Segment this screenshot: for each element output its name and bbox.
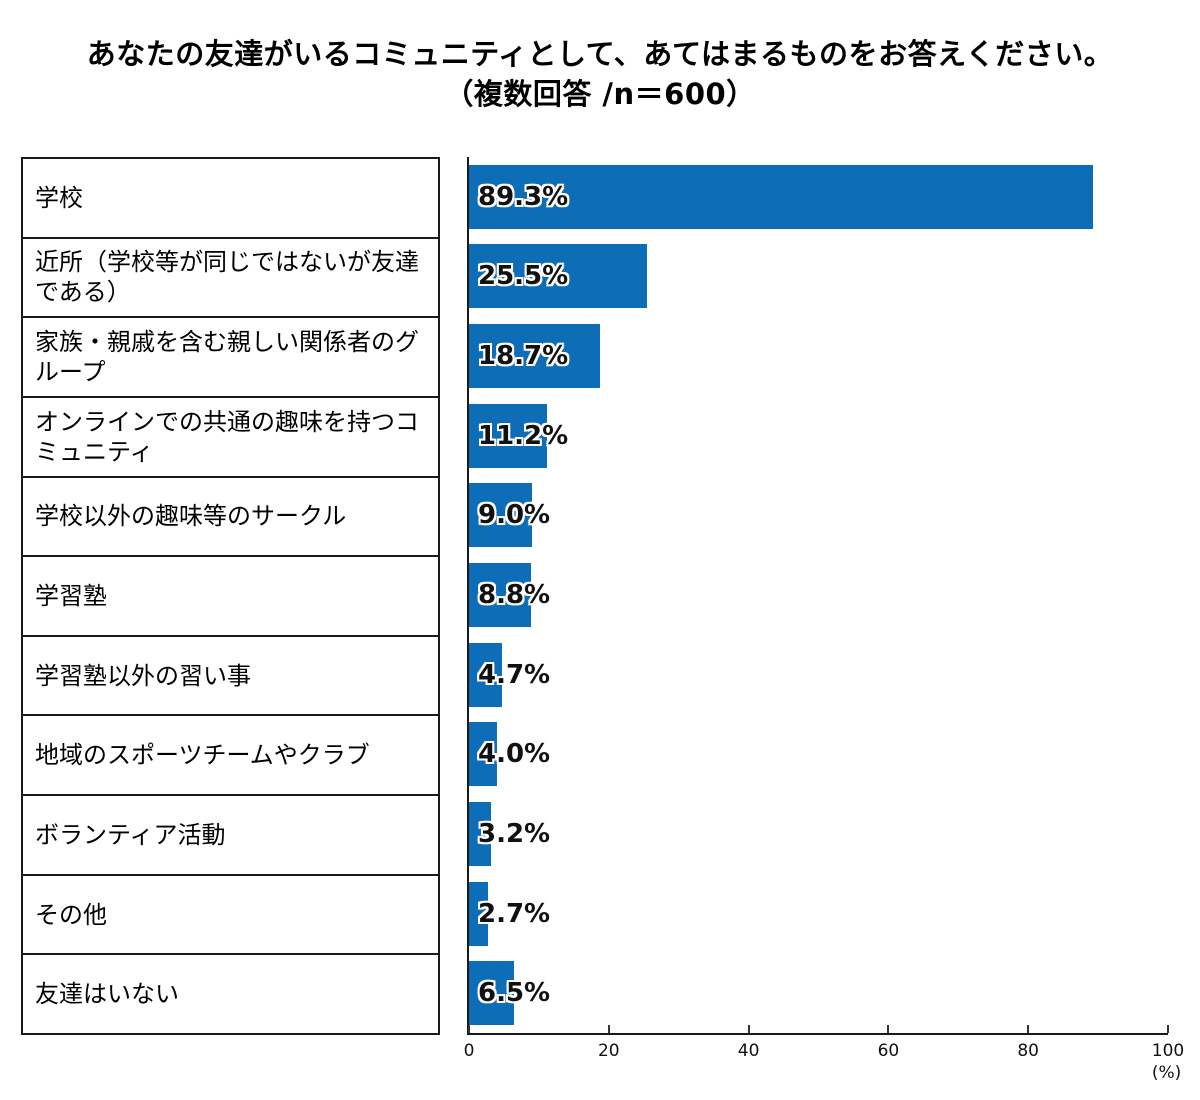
category-label: その他 [35, 900, 107, 929]
x-axis-tick-label: 100 [1151, 1041, 1185, 1061]
x-axis-tick-label: 20 [597, 1041, 620, 1061]
category-row: 学習塾以外の習い事 [23, 637, 438, 717]
x-axis-tick-label: 0 [463, 1041, 475, 1061]
x-axis-tick-label: 80 [1017, 1041, 1040, 1061]
bar-row: 18.7% [469, 316, 1168, 396]
category-label: 地域のスポーツチームやクラブ [35, 741, 370, 770]
bar-value-label: 25.5% [478, 261, 569, 292]
category-table: 学校近所（学校等が同じではないが友達である） 家族・親戚を含む親しい関係者のグルー… [21, 157, 440, 1035]
x-axis-tick [1167, 1025, 1169, 1033]
category-label: 学習塾以外の習い事 [35, 661, 251, 690]
category-row: その他 [23, 876, 438, 956]
bar-row: 89.3% [469, 157, 1168, 237]
category-label: 学習塾 [35, 582, 107, 611]
bar-row: 11.2% [469, 396, 1168, 476]
bar-value-label: 4.7% [478, 659, 551, 690]
x-axis-tick [607, 1025, 610, 1033]
x-axis-tick [887, 1025, 890, 1033]
bar-value-label: 11.2% [478, 420, 569, 451]
x-axis-unit-label: (%) [1151, 1063, 1182, 1083]
bar [469, 403, 548, 468]
x-axis-tick-label: 40 [737, 1041, 760, 1061]
chart-title-line1: あなたの友達がいるコミュニティとして、あてはまるものをお答えください。 [86, 37, 1114, 71]
bar-value-label: 3.2% [478, 818, 551, 849]
category-row: 学校以外の趣味等のサークル [23, 478, 438, 558]
category-row: 地域のスポーツチームやクラブ [23, 716, 438, 797]
category-row: 学習塾 [23, 557, 438, 637]
bar-row: 6.5% [469, 953, 1168, 1033]
bar-value-label: 2.7% [478, 898, 551, 929]
bar [469, 563, 531, 628]
plot-area: 89.3% 25.5% 18.7% 11.2% 9.0% 8.8% 4.7% 4.0% 3.2%… [464, 157, 1184, 1083]
category-label: 家族・親戚を含む親しい関係者のグループ [35, 328, 419, 387]
bar [469, 801, 492, 866]
bar [469, 483, 532, 548]
bar-value-label: 18.7% [478, 341, 569, 372]
bar [469, 164, 1094, 229]
bar-row: 8.8% [469, 555, 1168, 635]
category-label: 学校 [35, 183, 83, 212]
category-label: 学校以外の趣味等のサークル [35, 502, 347, 531]
category-row: ボランティア活動 [23, 796, 438, 876]
bar-row: 9.0% [469, 476, 1168, 556]
category-label: オンラインでの共通の趣味を持つコミュニティ [35, 407, 419, 466]
bar [469, 324, 600, 389]
bar [469, 642, 502, 707]
bar-row: 4.7% [469, 635, 1168, 715]
x-axis-tick [468, 1025, 470, 1033]
category-row: オンラインでの共通の趣味を持つコミュニティ [23, 398, 438, 478]
bar-row: 3.2% [469, 794, 1168, 874]
category-label: 近所（学校等が同じではないが友達である） [35, 248, 419, 307]
bar-value-label: 8.8% [478, 580, 551, 611]
bar-value-label: 6.5% [478, 978, 551, 1009]
category-row: 学校 [23, 159, 438, 239]
x-axis-tick [747, 1025, 750, 1033]
bar-row: 4.0% [469, 714, 1168, 794]
bars-area: 89.3% 25.5% 18.7% 11.2% 9.0% 8.8% 4.7% 4.0% 3.2%… [469, 157, 1168, 1033]
bar-value-label: 4.0% [478, 739, 551, 770]
x-axis-tick-label: 60 [877, 1041, 900, 1061]
bar [469, 244, 648, 309]
chart-title: あなたの友達がいるコミュニティとして、あてはまるものをお答えください。 （複数回… [0, 34, 1200, 114]
category-row: 家族・親戚を含む親しい関係者のグループ [23, 318, 438, 398]
category-row: 友達はいない [23, 955, 438, 1033]
chart-title-line2: （複数回答 /n＝600） [444, 77, 756, 112]
category-label: ボランティア活動 [35, 820, 226, 849]
bar [469, 722, 497, 787]
bar-value-label: 9.0% [478, 500, 551, 531]
bar-value-label: 89.3% [478, 181, 569, 212]
bar [469, 881, 488, 946]
category-label: 友達はいない [35, 980, 179, 1009]
x-axis-tick [1027, 1025, 1030, 1033]
bar-row: 25.5% [469, 237, 1168, 317]
bar [469, 961, 515, 1026]
category-row: 近所（学校等が同じではないが友達である） [23, 239, 438, 319]
bar-row: 2.7% [469, 874, 1168, 954]
